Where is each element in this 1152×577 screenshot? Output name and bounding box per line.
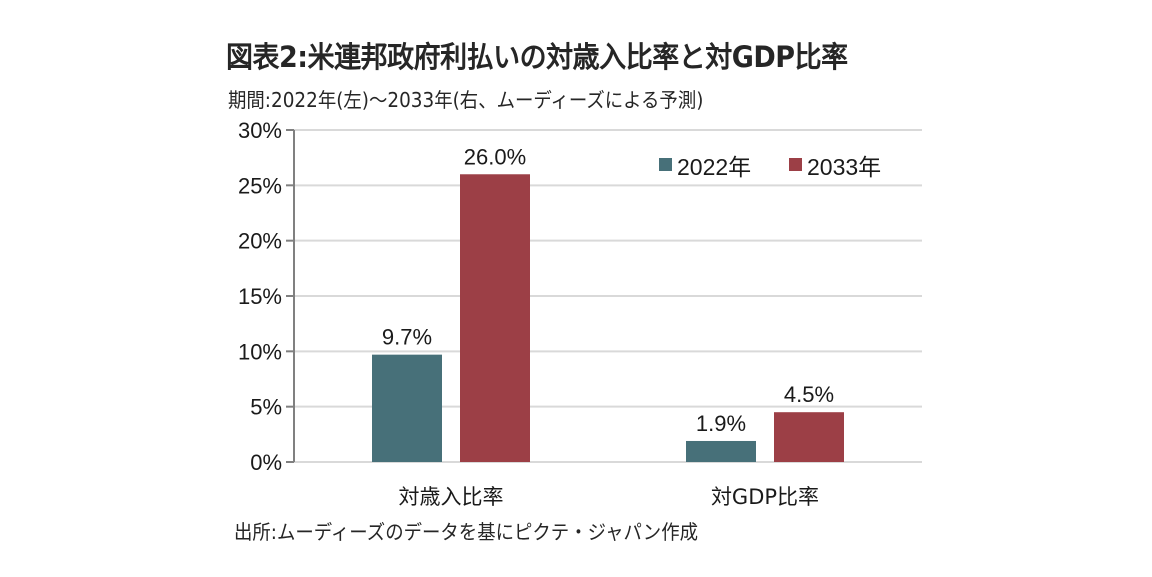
legend-swatch — [659, 158, 672, 171]
data-label: 1.9% — [696, 411, 746, 436]
y-tick-label: 5% — [250, 395, 282, 420]
y-tick-label: 30% — [238, 118, 282, 143]
data-label: 4.5% — [784, 382, 834, 407]
y-tick-label: 25% — [238, 173, 282, 198]
bar-2033年-対歳入比率 — [460, 174, 530, 462]
y-tick-label: 0% — [250, 450, 282, 475]
y-tick-label: 20% — [238, 229, 282, 254]
legend: 2022年 2033年 — [659, 154, 881, 180]
data-label: 9.7% — [382, 325, 432, 350]
data-label: 26.0% — [464, 144, 526, 169]
y-tick-label: 10% — [238, 339, 282, 364]
y-axis: 0% 5% 10% 15% 20% 25% 30% — [238, 118, 295, 475]
y-tick-label: 15% — [238, 284, 282, 309]
legend-label: 2022年 — [677, 154, 751, 180]
bar-2022年-対GDP比率 — [686, 440, 756, 462]
category-label: 対GDP比率 — [711, 485, 819, 509]
chart-title: 図表2:米連邦政府利払いの対歳入比率と対GDP比率 — [226, 40, 848, 74]
legend-swatch — [789, 158, 802, 171]
chart-subtitle: 期間:2022年(左)～2033年(右、ムーディーズによる予測) — [228, 88, 704, 112]
bar-2022年-対歳入比率 — [372, 354, 442, 462]
category-label: 対歳入比率 — [399, 485, 504, 509]
bar-2033年-対GDP比率 — [774, 412, 844, 462]
source-note: 出所:ムーディーズのデータを基にピクテ・ジャパン作成 — [234, 520, 698, 544]
bars — [372, 174, 844, 462]
legend-label: 2033年 — [807, 154, 881, 180]
data-labels: 9.7% 26.0% 1.9% 4.5% — [382, 144, 834, 436]
category-labels: 対歳入比率 対GDP比率 — [399, 485, 820, 509]
